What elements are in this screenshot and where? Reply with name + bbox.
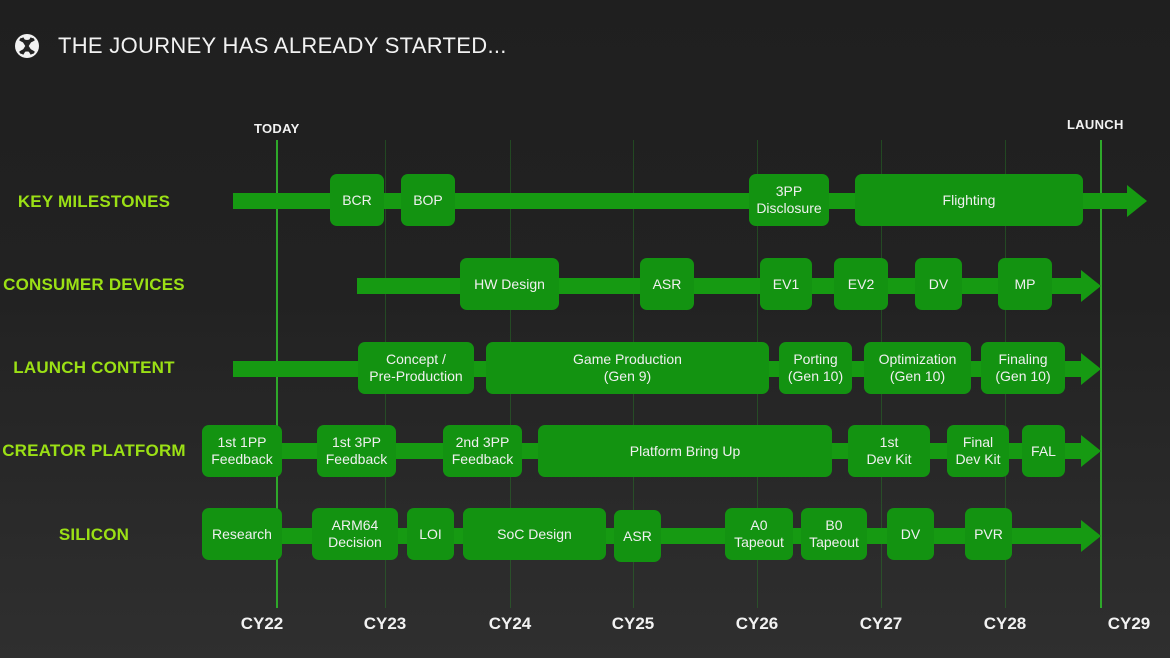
content-arrow-icon [1081,353,1101,385]
year-label: CY28 [983,614,1027,633]
milestone-flighting: Flighting [855,174,1083,226]
milestone-bcr: BCR [330,174,384,226]
silicon-asr: ASR [614,510,661,562]
header: THE JOURNEY HAS ALREADY STARTED... [14,33,507,59]
year-label: CY22 [240,614,284,633]
creator-fal: FAL [1022,425,1065,477]
creator-arrow-icon [1081,435,1101,467]
year-label: CY23 [363,614,407,633]
content-concept-preproduction: Concept / Pre-Production [358,342,474,394]
row-label-silicon: SILICON [58,525,130,544]
year-label: CY25 [611,614,655,633]
silicon-research: Research [202,508,282,560]
silicon-dv: DV [887,508,934,560]
silicon-pvr: PVR [965,508,1012,560]
devices-arrow-icon [1081,270,1101,302]
device-asr: ASR [640,258,694,310]
milestone-3pp-disclosure: 3PP Disclosure [749,174,829,226]
creator-1st-dev-kit: 1st Dev Kit [848,425,930,477]
silicon-loi: LOI [407,508,454,560]
device-hw-design: HW Design [460,258,559,310]
xbox-logo-icon [15,34,39,58]
creator-1st-1pp-feedback: 1st 1PP Feedback [202,425,282,477]
row-label-key-milestones: KEY MILESTONES [17,192,171,211]
content-game-production: Game Production (Gen 9) [486,342,769,394]
milestones-arrow-icon [1127,185,1147,217]
creator-1st-3pp-feedback: 1st 3PP Feedback [317,425,396,477]
row-label-consumer-devices: CONSUMER DEVICES [3,275,185,294]
silicon-a0-tapeout: A0 Tapeout [725,508,793,560]
silicon-soc-design: SoC Design [463,508,606,560]
launch-label: LAUNCH [1067,117,1124,132]
device-ev2: EV2 [834,258,888,310]
device-dv: DV [915,258,962,310]
content-finaling: Finaling (Gen 10) [981,342,1065,394]
creator-2nd-3pp-feedback: 2nd 3PP Feedback [443,425,522,477]
launch-line [1100,140,1102,608]
content-optimization: Optimization (Gen 10) [864,342,971,394]
today-label: TODAY [254,121,300,136]
creator-platform-bring-up: Platform Bring Up [538,425,832,477]
page-title: THE JOURNEY HAS ALREADY STARTED... [58,33,507,58]
year-label: CY29 [1107,614,1151,633]
year-label: CY26 [735,614,779,633]
year-label: CY27 [859,614,903,633]
milestone-bop: BOP [401,174,455,226]
row-label-creator-platform: CREATOR PLATFORM [2,441,186,460]
silicon-b0-tapeout: B0 Tapeout [801,508,867,560]
row-label-launch-content: LAUNCH CONTENT [13,358,175,377]
year-label: CY24 [488,614,532,633]
silicon-arm64-decision: ARM64 Decision [312,508,398,560]
silicon-arrow-icon [1081,520,1101,552]
content-porting: Porting (Gen 10) [779,342,852,394]
device-ev1: EV1 [760,258,812,310]
device-mp: MP [998,258,1052,310]
creator-final-dev-kit: Final Dev Kit [947,425,1009,477]
